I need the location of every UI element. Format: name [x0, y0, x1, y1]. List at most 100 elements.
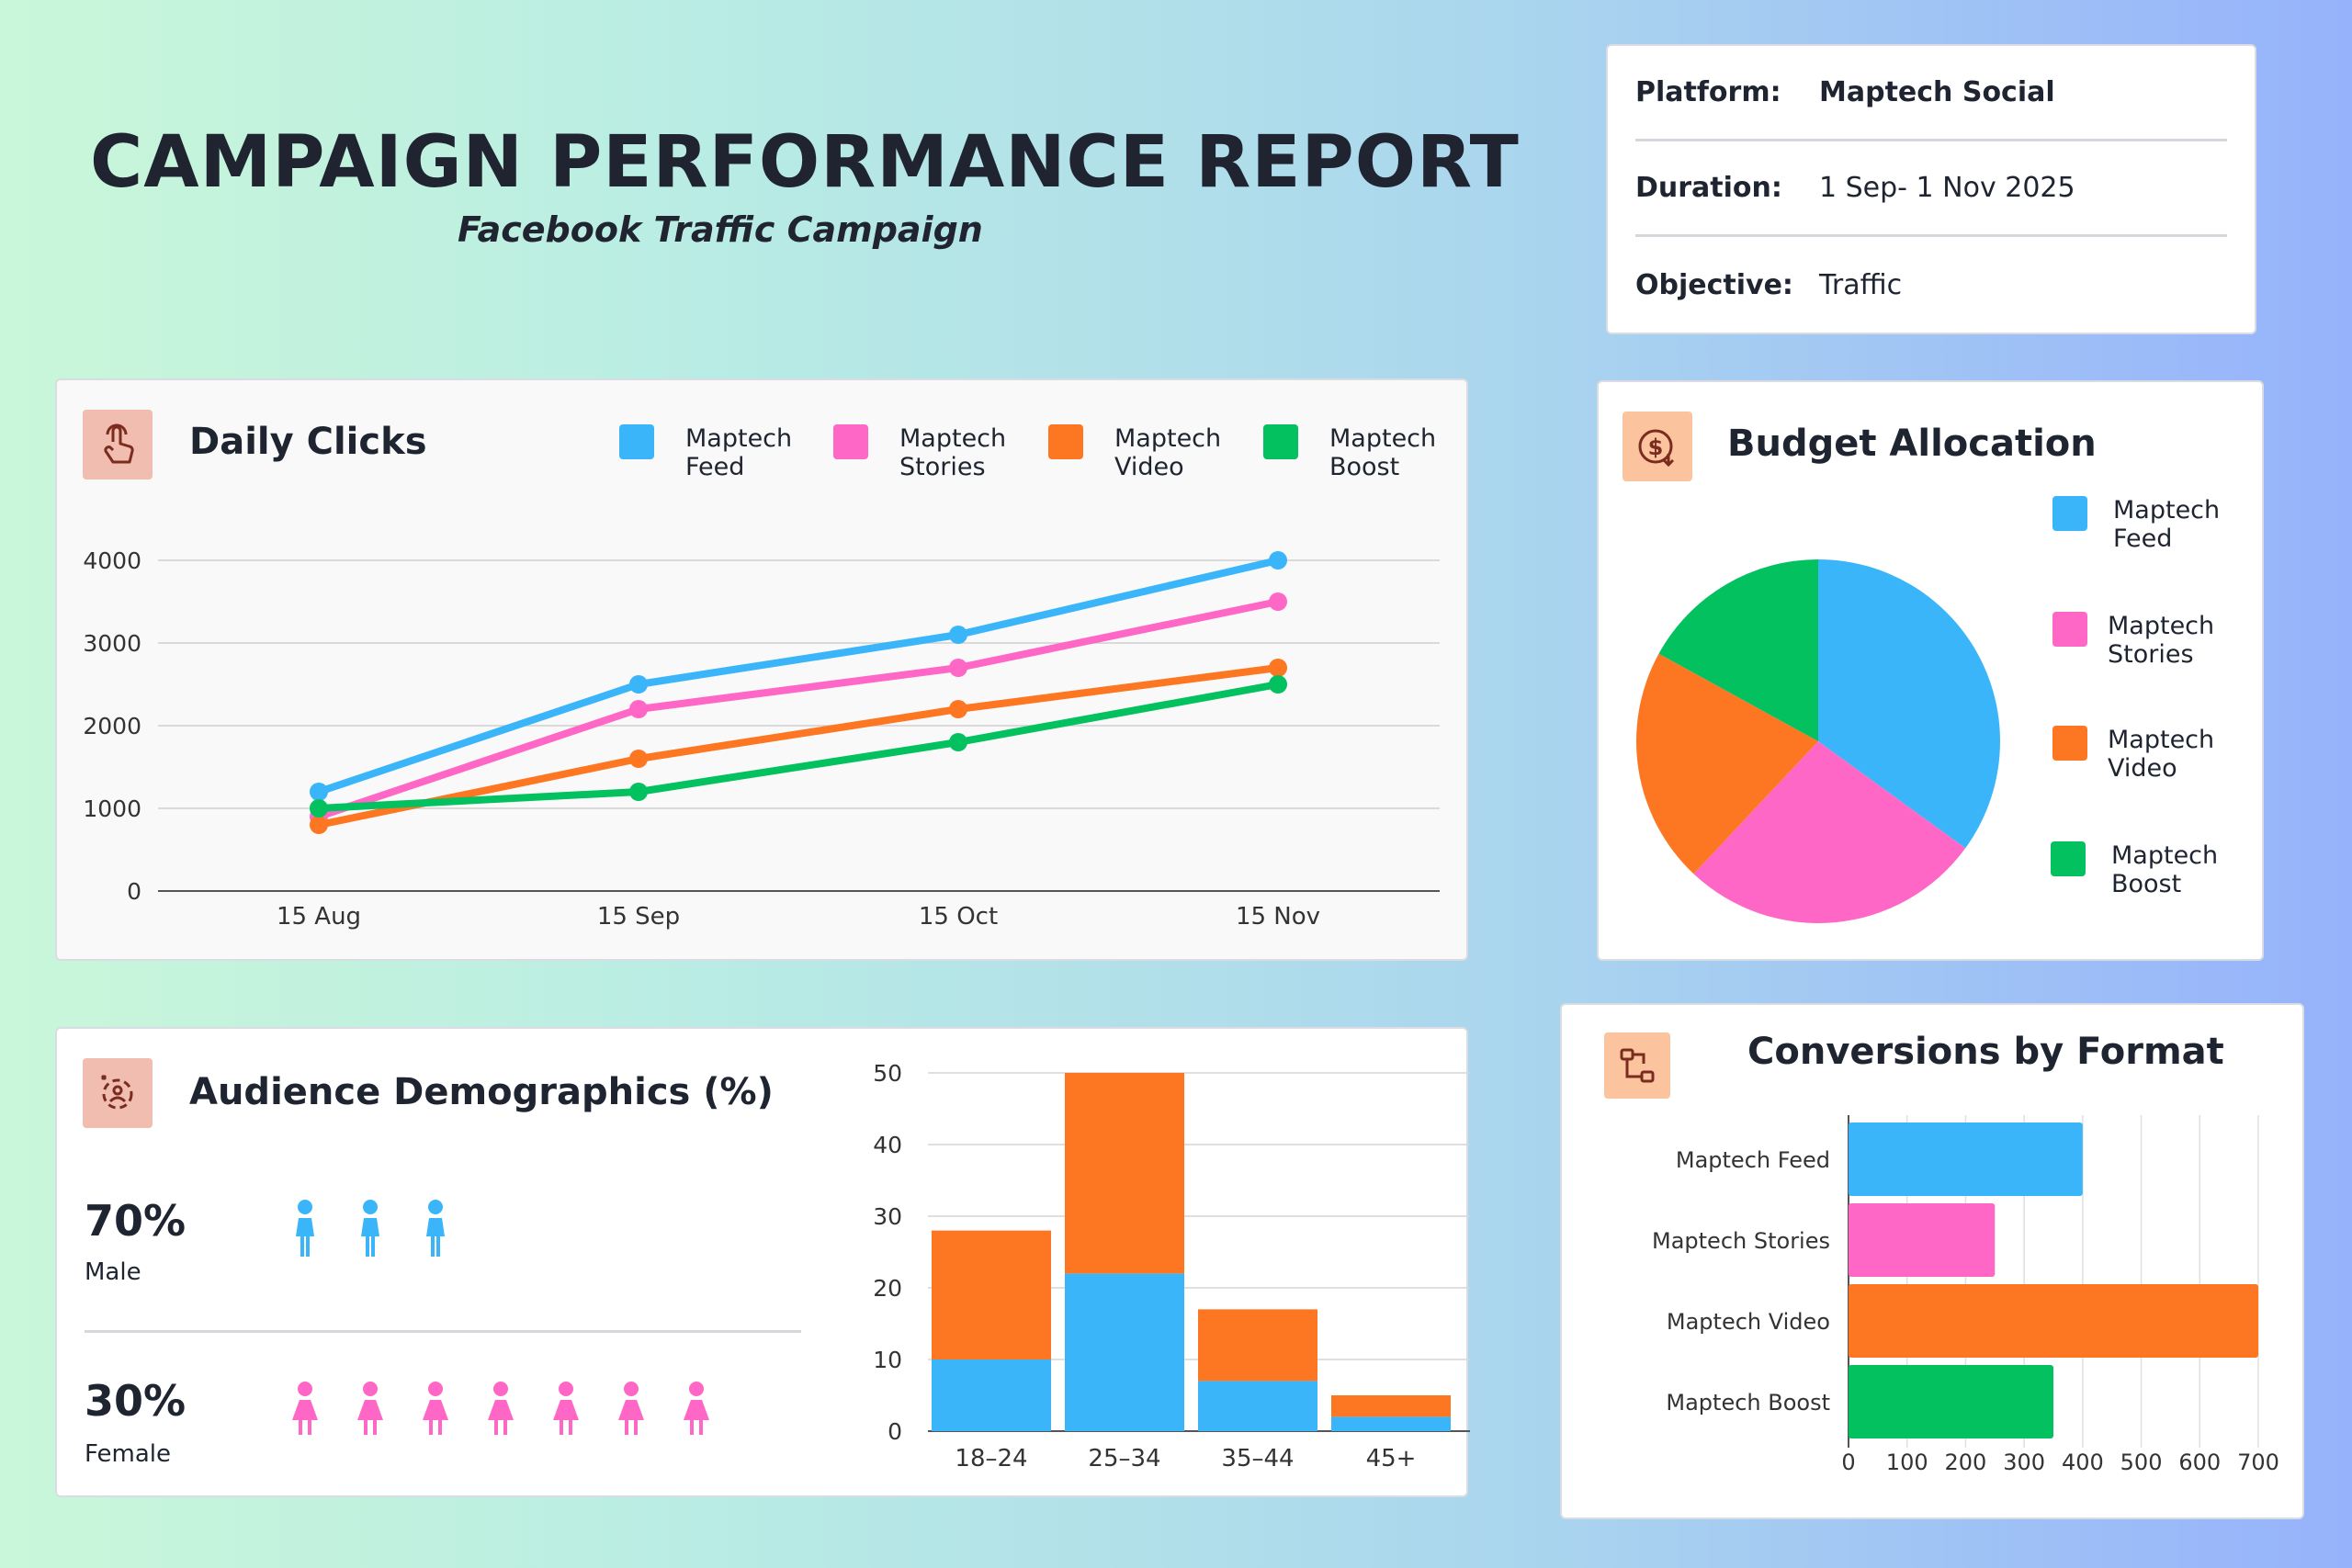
legend-item-stories: Maptech Stories: [833, 424, 1019, 481]
x-tick-label: 600: [2178, 1450, 2221, 1475]
data-point-boost: [949, 733, 967, 751]
y-tick-label: 3000: [83, 630, 141, 657]
female-person-icon: [479, 1380, 523, 1444]
x-tick-label: 25–34: [1088, 1445, 1160, 1472]
data-point-boost: [629, 783, 648, 801]
flow-icon: [1604, 1032, 1670, 1099]
x-tick-label: 400: [2062, 1450, 2104, 1475]
data-point-boost: [310, 799, 328, 818]
bar-segment-video: [1065, 1073, 1184, 1274]
series-line-boost: [315, 681, 1282, 812]
info-value: 1 Sep- 1 Nov 2025: [1819, 172, 2075, 204]
series-line-stories: [315, 598, 1282, 820]
data-point-feed: [949, 626, 967, 644]
info-row-platform: Platform: Maptech Social: [1635, 46, 2227, 141]
legend-label: Maptech Video: [1114, 424, 1222, 481]
bar-stories: [1849, 1203, 1996, 1277]
y-tick-label: 4000: [83, 547, 141, 574]
male-person-icon: [413, 1198, 458, 1262]
bar-segment-feed: [1331, 1416, 1451, 1431]
daily-clicks-card: Daily Clicks Maptech Feed Maptech Stories …: [55, 378, 1468, 961]
x-tick-label: 700: [2237, 1450, 2279, 1475]
conversions-bar-chart: 0 100 200 300 400 500 600 700 Maptech Feed Maptec…: [1652, 1115, 2279, 1475]
legend-swatch: [1263, 424, 1298, 459]
y-tick-label: 0: [127, 878, 141, 905]
y-tick-label: 40: [873, 1132, 902, 1158]
female-label: Female: [85, 1440, 172, 1468]
female-person-icon: [674, 1380, 718, 1444]
y-tick-label: Maptech Boost: [1666, 1390, 1830, 1416]
dollar-icon: $: [1623, 412, 1692, 481]
legend-item-boost: Maptech Boost: [2051, 841, 2231, 898]
legend-item-feed: Maptech Feed: [619, 424, 805, 481]
audience-target-icon: [83, 1058, 153, 1128]
series-line-video: [315, 664, 1282, 829]
data-point-feed: [629, 675, 648, 694]
legend-label: Maptech Boost: [1329, 424, 1437, 481]
female-person-icon: [283, 1380, 327, 1444]
audience-demographics-title: Audience Demographics (%): [189, 1071, 774, 1113]
y-tick-label: 10: [873, 1347, 902, 1373]
legend-label: Maptech Feed: [2113, 496, 2221, 553]
x-tick-label: 200: [1945, 1450, 1987, 1475]
bar-segment-video: [1198, 1309, 1317, 1382]
svg-text:$: $: [1648, 434, 1664, 460]
x-tick-label: 500: [2120, 1450, 2163, 1475]
x-tick-label: 15 Sep: [597, 903, 680, 931]
legend-swatch: [2052, 612, 2087, 647]
y-tick-label: Maptech Video: [1667, 1309, 1830, 1335]
x-tick-label: 15 Oct: [919, 903, 998, 931]
legend-label: Maptech Video: [2108, 726, 2215, 783]
data-point-video: [629, 750, 648, 768]
legend-label: Maptech Boost: [2111, 841, 2219, 898]
pie-slice-feed: [1818, 559, 2000, 849]
info-value: Maptech Social: [1819, 76, 2055, 108]
data-point-stories: [629, 700, 648, 718]
legend-swatch: [1048, 424, 1083, 459]
data-point-video: [949, 700, 967, 718]
x-tick-label: 15 Nov: [1236, 903, 1320, 931]
male-label: Male: [85, 1258, 141, 1286]
data-point-video: [1269, 659, 1287, 677]
y-tick-label: 0: [888, 1418, 902, 1445]
female-person-icon: [544, 1380, 588, 1444]
bar-feed: [1849, 1122, 2083, 1196]
conversions-by-format-card: Conversions by Format 0 100 200 300 400 500 60…: [1560, 1003, 2304, 1519]
pie-slice-stories: [1693, 741, 1966, 924]
x-tick-label: 35–44: [1221, 1445, 1294, 1472]
pie-slice-video: [1636, 653, 1818, 874]
info-row-objective: Objective: Traffic: [1635, 237, 2227, 333]
info-value: Traffic: [1819, 268, 1903, 301]
budget-allocation-card: $ Budget Allocation Maptech Feed Maptech S…: [1597, 380, 2264, 961]
male-percentage: 70%: [85, 1196, 187, 1246]
info-key: Objective:: [1635, 268, 1793, 301]
bar-segment-video: [1331, 1395, 1451, 1417]
legend-item-boost: Maptech Boost: [1263, 424, 1449, 481]
bar-video: [1849, 1284, 2258, 1358]
y-tick-label: 50: [873, 1060, 902, 1087]
conversions-title: Conversions by Format: [1747, 1031, 2224, 1073]
x-tick-label: 300: [2003, 1450, 2045, 1475]
info-row-duration: Duration: 1 Sep- 1 Nov 2025: [1635, 141, 2227, 237]
female-person-icon: [609, 1380, 653, 1444]
y-tick-label: 1000: [83, 795, 141, 822]
campaign-info-card: Platform: Maptech Social Duration: 1 Sep…: [1606, 44, 2256, 334]
legend-swatch: [833, 424, 868, 459]
y-tick-label: 20: [873, 1275, 902, 1302]
y-tick-label: 30: [873, 1203, 902, 1230]
series-line-feed: [315, 557, 1282, 795]
x-tick-label: 15 Aug: [277, 903, 361, 931]
legend-label: Maptech Feed: [685, 424, 793, 481]
legend-swatch: [2052, 496, 2087, 531]
data-point-stories: [1269, 592, 1287, 611]
data-point-boost: [1269, 675, 1287, 694]
divider: [85, 1330, 801, 1333]
data-point-stories: [949, 659, 967, 677]
y-tick-label: 2000: [83, 713, 141, 739]
x-tick-label: 0: [1841, 1450, 1855, 1475]
bar-boost: [1849, 1365, 2053, 1438]
bar-segment-video: [932, 1230, 1051, 1359]
x-tick-label: 18–24: [955, 1445, 1027, 1472]
budget-allocation-title: Budget Allocation: [1727, 423, 2097, 465]
legend-label: Maptech Stories: [2108, 612, 2215, 669]
